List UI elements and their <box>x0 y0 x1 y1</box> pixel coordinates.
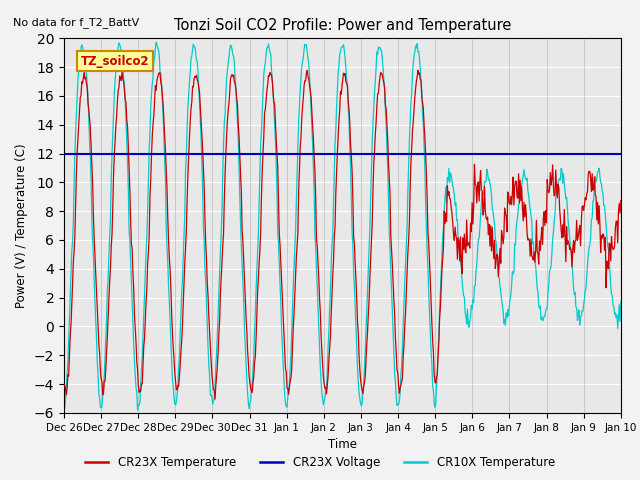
Text: No data for f_T2_BattV: No data for f_T2_BattV <box>13 17 139 28</box>
Y-axis label: Power (V) / Temperature (C): Power (V) / Temperature (C) <box>15 144 28 308</box>
Legend: CR23X Temperature, CR23X Voltage, CR10X Temperature: CR23X Temperature, CR23X Voltage, CR10X … <box>80 452 560 474</box>
Title: Tonzi Soil CO2 Profile: Power and Temperature: Tonzi Soil CO2 Profile: Power and Temper… <box>173 18 511 33</box>
Text: TZ_soilco2: TZ_soilco2 <box>81 55 149 68</box>
X-axis label: Time: Time <box>328 438 357 451</box>
